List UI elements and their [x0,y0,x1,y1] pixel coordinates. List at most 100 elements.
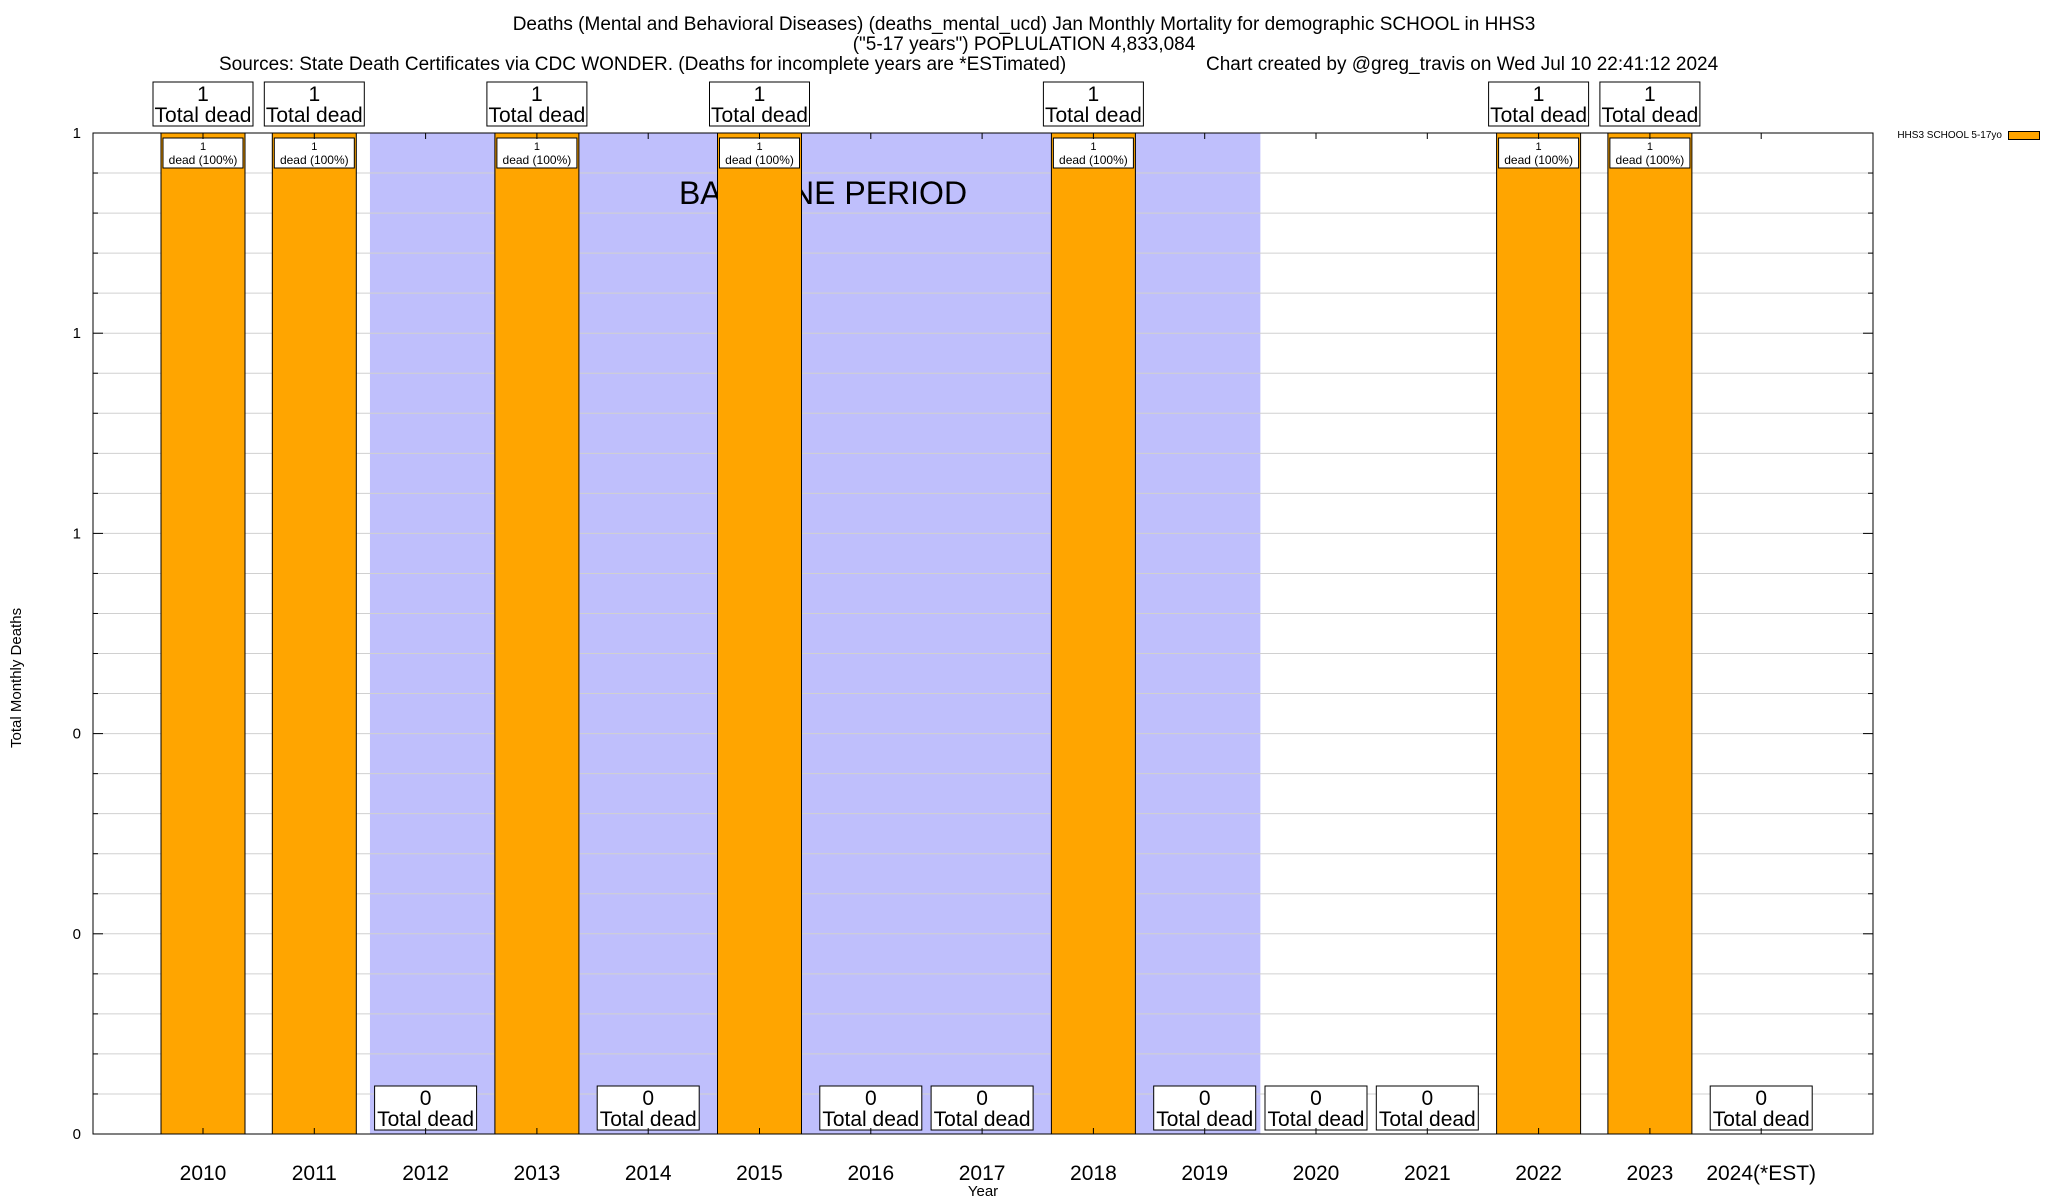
x-tick-label: 2012 [402,1162,449,1185]
y-axis-label: Total Monthly Deaths [8,607,25,748]
bar [1607,132,1693,1135]
y-tick-label: 0 [73,1126,81,1143]
total-label-value: 1 [1088,83,1100,106]
total-label-caption: Total dead [1268,1108,1365,1131]
legend-entry-label: HHS3 SCHOOL 5-17yo [1897,130,2002,141]
x-tick-label: 2013 [514,1162,561,1185]
bar-label-box [162,137,244,169]
chart-credit: Chart created by @greg_travis on Wed Jul… [1206,54,1719,75]
total-label-value: 0 [865,1087,877,1110]
x-tick-label: 2015 [736,1162,783,1185]
total-label-value: 0 [642,1087,654,1110]
total-label-caption: Total dead [155,104,252,127]
bar [271,132,357,1135]
total-label-caption: Total dead [934,1108,1031,1131]
total-label-value: 0 [420,1087,432,1110]
x-tick-label: 2019 [1181,1162,1228,1185]
bar-label-box [1052,137,1134,169]
total-label-box [374,1085,478,1131]
bar-label-box [1498,137,1580,169]
total-label-caption: Total dead [1379,1108,1476,1131]
total-label-caption: Total dead [1713,1108,1810,1131]
x-tick-label: 2010 [180,1162,227,1185]
bar [1496,132,1582,1135]
y-tick-label: 1 [73,325,81,342]
y-tick-label: 1 [73,125,81,142]
total-label-value: 1 [308,83,320,106]
x-tick-label: 2016 [847,1162,894,1185]
legend: HHS3 SCHOOL 5-17yo [1897,130,2040,141]
total-label-value: 1 [1644,83,1656,106]
bar-label-box [496,137,578,169]
total-label-caption: Total dead [822,1108,919,1131]
chart-sources: Sources: State Death Certificates via CD… [219,54,1067,75]
total-label-caption: Total dead [1156,1108,1253,1131]
y-tick-label: 0 [73,926,81,943]
total-label-value: 0 [1199,1087,1211,1110]
bar [160,132,246,1135]
bar-label-caption: dead (100%) [503,153,572,167]
total-label-box [152,81,254,127]
total-label-box [1709,1085,1813,1131]
bar-label-caption: dead (100%) [169,153,238,167]
bar-label-box [1609,137,1691,169]
bar-label-value: 1 [311,141,317,153]
x-tick-label: 2020 [1293,1162,1340,1185]
bar-label-caption: dead (100%) [725,153,794,167]
total-label-box [1153,1085,1257,1131]
total-label-caption: Total dead [1601,104,1698,127]
total-label-box [1599,81,1701,127]
x-tick-label: 2018 [1070,1162,1117,1185]
total-label-box [596,1085,700,1131]
total-label-box [930,1085,1034,1131]
x-axis-label: Year [968,1183,998,1200]
bar-label-caption: dead (100%) [280,153,349,167]
x-tick-label: 2023 [1627,1162,1674,1185]
bar-label-caption: dead (100%) [1616,153,1685,167]
bar-label-value: 1 [200,141,206,153]
total-label-value: 0 [1421,1087,1433,1110]
total-label-box [1488,81,1590,127]
total-label-value: 0 [976,1087,988,1110]
bar-label-value: 1 [1647,141,1653,153]
total-label-value: 1 [531,83,543,106]
total-label-caption: Total dead [1045,104,1142,127]
plot-frame [92,132,1874,1135]
total-label-value: 0 [1310,1087,1322,1110]
total-label-value: 1 [754,83,766,106]
total-label-caption: Total dead [1490,104,1587,127]
x-tick-label: 2022 [1515,1162,1562,1185]
bar [1050,132,1136,1135]
x-tick-label: 2021 [1404,1162,1451,1185]
y-tick-label: 0 [73,726,81,743]
bar-label-value: 1 [1090,141,1096,153]
chart-title: Deaths (Mental and Behavioral Diseases) … [512,14,1536,35]
total-label-caption: Total dead [488,104,585,127]
x-tick-label: 2011 [292,1162,337,1185]
total-label-box [263,81,365,127]
bar-label-caption: dead (100%) [1059,153,1128,167]
total-label-caption: Total dead [711,104,808,127]
total-label-caption: Total dead [266,104,363,127]
legend-swatch [2008,130,2040,140]
x-tick-label: 2017 [959,1162,1006,1185]
total-label-box [1264,1085,1368,1131]
total-label-value: 1 [197,83,209,106]
total-label-caption: Total dead [600,1108,697,1131]
bar-label-caption: dead (100%) [1504,153,1573,167]
total-label-box [819,1085,923,1131]
bar [494,132,580,1135]
chart-titles: Deaths (Mental and Behavioral Diseases) … [0,0,2048,80]
total-label-box [486,81,588,127]
total-label-box [1042,81,1144,127]
y-tick-label: 1 [73,525,81,542]
total-label-value: 0 [1755,1087,1767,1110]
bar-label-value: 1 [1536,141,1542,153]
total-label-box [709,81,810,127]
bar-label-value: 1 [756,141,762,153]
bar-label-value: 1 [534,141,540,153]
chart-subtitle: ("5-17 years") POPLULATION 4,833,084 [852,34,1196,55]
x-tick-label: 2024(*EST) [1706,1162,1816,1185]
total-label-value: 1 [1533,83,1545,106]
